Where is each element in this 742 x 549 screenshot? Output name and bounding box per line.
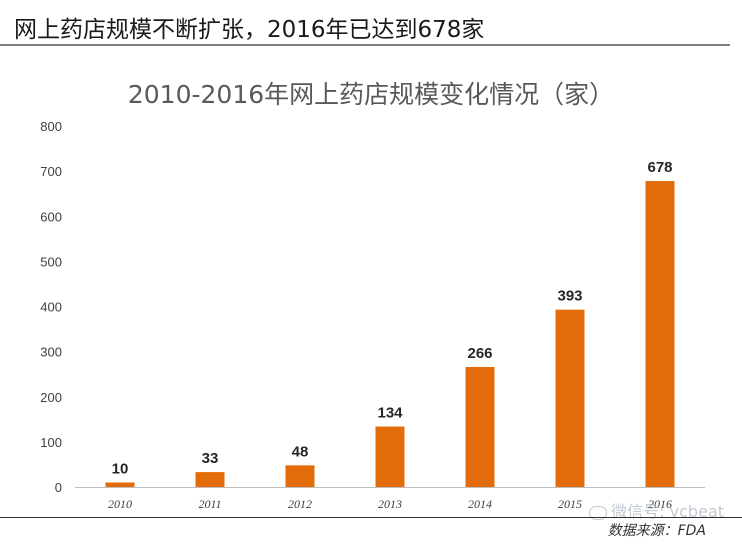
x-tick-label: 2014 (468, 497, 492, 511)
bars: 10 33 48 134 266 393 678 (105, 159, 675, 488)
x-tick-label: 2013 (378, 497, 402, 511)
bar-2014 (465, 366, 495, 487)
y-tick-label: 800 (40, 119, 62, 134)
y-tick-label: 300 (40, 345, 62, 360)
y-tick-label: 0 (55, 480, 62, 495)
bar-2016 (645, 181, 675, 488)
bar-2013 (375, 426, 405, 487)
page-headline: 网上药店规模不断扩张，2016年已达到678家 (14, 17, 485, 43)
data-source: 数据来源：FDA (607, 523, 706, 539)
bar-2012 (285, 465, 315, 487)
y-tick-label: 200 (40, 390, 62, 405)
bar-2010 (105, 482, 135, 487)
data-label-2016: 678 (647, 159, 672, 176)
watermark-text: 微信号: vcbeat (611, 502, 724, 521)
x-tick-label: 2010 (108, 497, 132, 511)
bar-2015 (555, 309, 585, 487)
y-tick-label: 500 (40, 254, 62, 269)
chart-title: 2010-2016年网上药店规模变化情况（家） (127, 80, 615, 109)
watermark: 微信号: vcbeat (589, 498, 724, 522)
footer-divider (0, 517, 742, 518)
data-label-2010: 10 (112, 460, 129, 477)
data-label-2014: 266 (467, 345, 492, 362)
y-tick-label: 700 (40, 164, 62, 179)
x-tick-label: 2012 (288, 497, 312, 511)
bar-2011 (195, 472, 225, 487)
y-tick-label: 600 (40, 209, 62, 224)
data-label-2011: 33 (202, 450, 219, 467)
headline-underline (0, 44, 730, 46)
data-label-2012: 48 (292, 443, 309, 460)
data-label-2015: 393 (557, 288, 582, 305)
x-tick-label: 2016 (648, 497, 672, 511)
y-axis-ticks: 0 100 200 300 400 500 600 700 800 (40, 119, 62, 495)
y-tick-label: 400 (40, 300, 62, 315)
x-tick-label: 2015 (558, 497, 582, 511)
y-tick-label: 100 (40, 435, 62, 450)
x-axis-ticks: 2010 2011 2012 2013 2014 2015 2016 (108, 497, 672, 511)
data-label-2013: 134 (377, 405, 403, 422)
x-tick-label: 2011 (198, 497, 221, 511)
wechat-icon (589, 505, 608, 520)
